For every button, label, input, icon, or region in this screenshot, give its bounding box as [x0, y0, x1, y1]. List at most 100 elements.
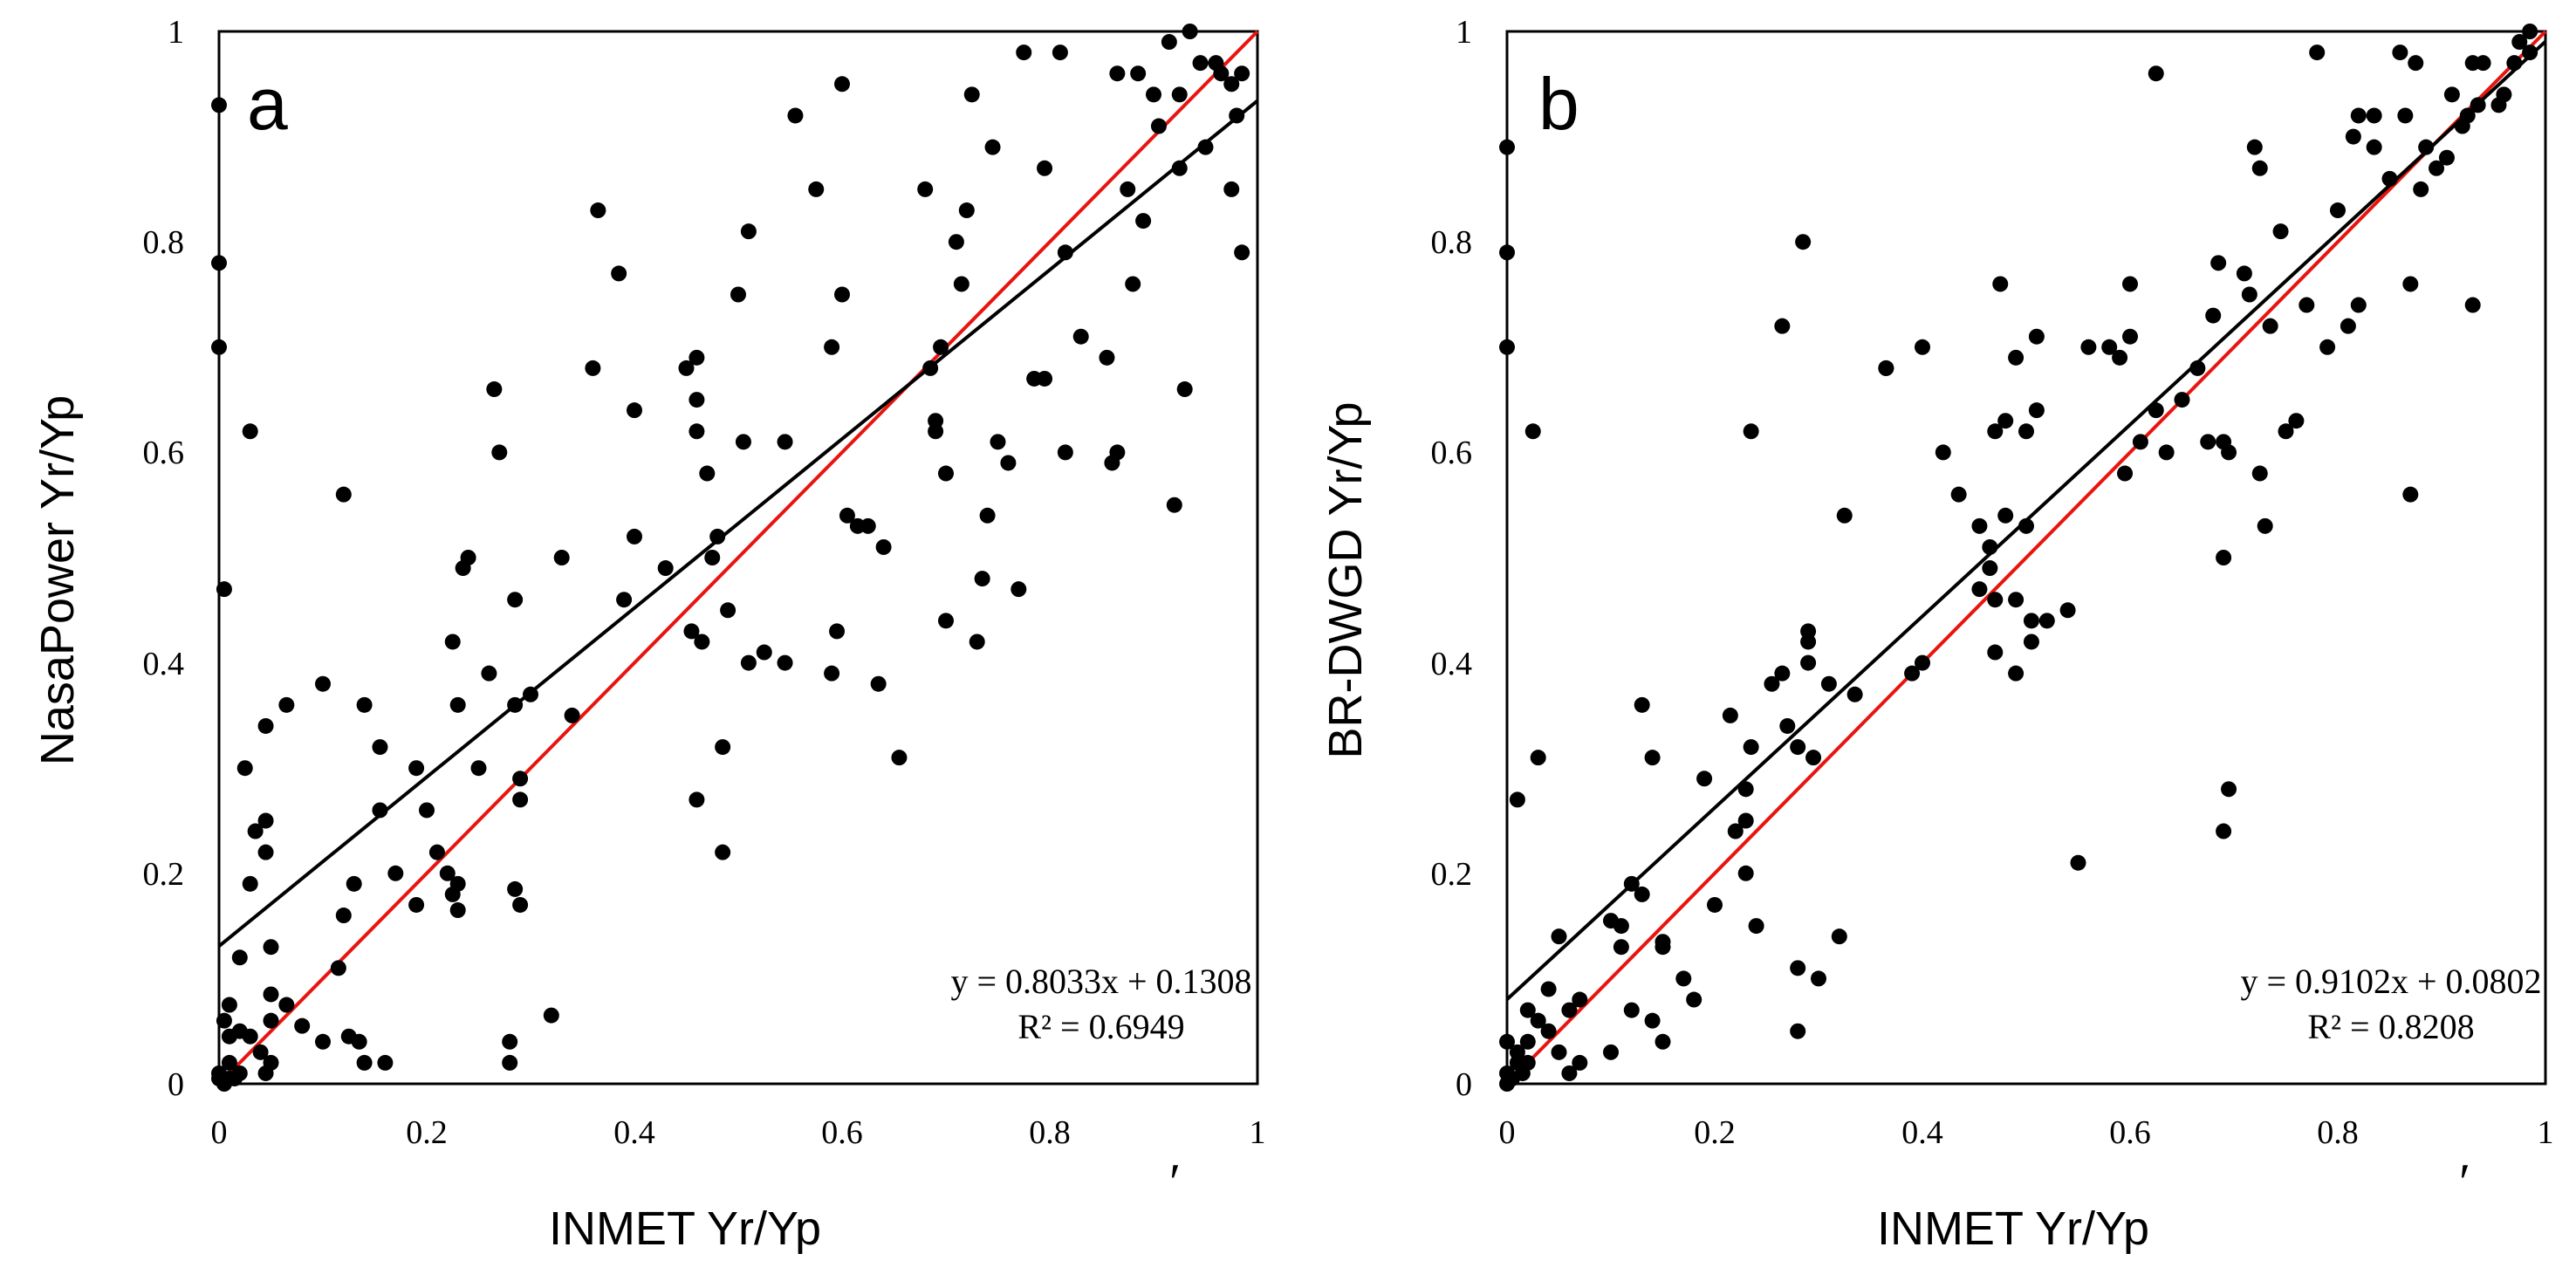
data-point [1561, 1002, 1578, 1018]
data-point [953, 276, 969, 292]
data-point [1795, 234, 1812, 250]
data-point [933, 339, 949, 355]
data-point [439, 865, 456, 881]
data-point [2350, 107, 2367, 124]
data-point [2350, 297, 2367, 313]
data-point [2288, 413, 2305, 429]
data-point [1971, 581, 1988, 598]
data-point [486, 381, 503, 398]
data-point [2340, 318, 2356, 334]
data-point [491, 444, 508, 461]
data-point [449, 902, 466, 919]
plot-area-frame [217, 30, 1259, 1086]
data-point [2438, 149, 2455, 166]
data-point [1540, 1023, 1557, 1039]
data-point [2101, 339, 2118, 355]
data-point [1192, 55, 1209, 72]
data-point [1904, 665, 1921, 682]
data-point [1800, 623, 1817, 640]
data-point [372, 739, 388, 756]
data-point [2402, 486, 2419, 503]
x-tick-label: 0.4 [613, 1114, 655, 1151]
data-point [335, 908, 352, 924]
data-point [928, 423, 944, 440]
data-point [1634, 696, 1650, 713]
data-point [1130, 65, 1147, 82]
data-point [958, 202, 975, 219]
x-tick-label: 0.2 [1694, 1114, 1736, 1151]
data-point [870, 675, 887, 692]
data-point [221, 1028, 237, 1045]
data-point [1805, 750, 1822, 766]
data-point [1727, 823, 1744, 839]
data-point [2210, 255, 2227, 271]
data-point [257, 1065, 274, 1081]
data-point [231, 949, 248, 966]
data-point [2522, 45, 2538, 61]
panel-label: b [1538, 63, 1579, 145]
data-point [216, 1076, 232, 1092]
data-point [377, 1054, 394, 1071]
y-tick-label: 0.4 [1431, 646, 1473, 682]
data-point [1707, 896, 1723, 913]
data-point [1675, 970, 1692, 987]
data-point [1743, 423, 1759, 440]
data-point [247, 823, 264, 839]
data-point [2018, 423, 2034, 440]
data-point [829, 623, 846, 640]
data-point [1997, 413, 2014, 429]
data-point [683, 623, 700, 640]
data-point [330, 960, 346, 976]
data-point [1655, 1033, 1671, 1050]
data-point [242, 423, 258, 440]
data-point [1836, 507, 1853, 524]
data-point [257, 844, 274, 860]
data-point [1603, 1044, 1619, 1060]
data-point [2023, 613, 2039, 629]
data-point [502, 1054, 518, 1071]
data-point [1950, 486, 1967, 503]
data-point [2008, 592, 2024, 608]
data-point [1072, 328, 1089, 345]
data-point [1229, 107, 1245, 124]
data-point [979, 507, 996, 524]
data-point [553, 550, 570, 565]
data-point [1540, 981, 1557, 997]
data-point [1551, 928, 1567, 945]
data-point [1530, 1012, 1546, 1029]
data-point [1146, 86, 1161, 103]
data-point [2246, 139, 2263, 155]
data-point [1057, 244, 1073, 261]
data-point [543, 1007, 559, 1024]
identity-line [1505, 30, 2547, 1086]
data-point [984, 139, 1001, 155]
data-point [1499, 244, 1515, 261]
data-point [211, 255, 227, 271]
data-point [1748, 918, 1764, 935]
data-point [2008, 665, 2024, 682]
data-point [263, 1012, 279, 1029]
data-point [2008, 349, 2024, 366]
data-point [2028, 402, 2045, 419]
data-point [1572, 1054, 1588, 1071]
data-point [922, 360, 939, 376]
data-point [2459, 107, 2476, 124]
data-point [1790, 739, 1806, 756]
data-point [1171, 160, 1188, 176]
data-point [2028, 328, 2045, 345]
data-point [2216, 550, 2232, 565]
data-point [2070, 854, 2086, 871]
data-point [1161, 34, 1177, 51]
data-point [1987, 644, 2004, 661]
x-axis-title: INMET Yr/Yp [1877, 1202, 2149, 1255]
data-point [1764, 675, 1780, 692]
y-tick-label: 0.2 [143, 856, 185, 893]
data-point [2236, 265, 2252, 282]
data-point [2402, 276, 2419, 292]
data-point [315, 1033, 331, 1050]
data-point [512, 771, 529, 787]
data-point [449, 875, 466, 892]
data-point [2319, 339, 2336, 355]
y-tick-label: 0 [1456, 1066, 1472, 1103]
data-point [523, 686, 538, 702]
